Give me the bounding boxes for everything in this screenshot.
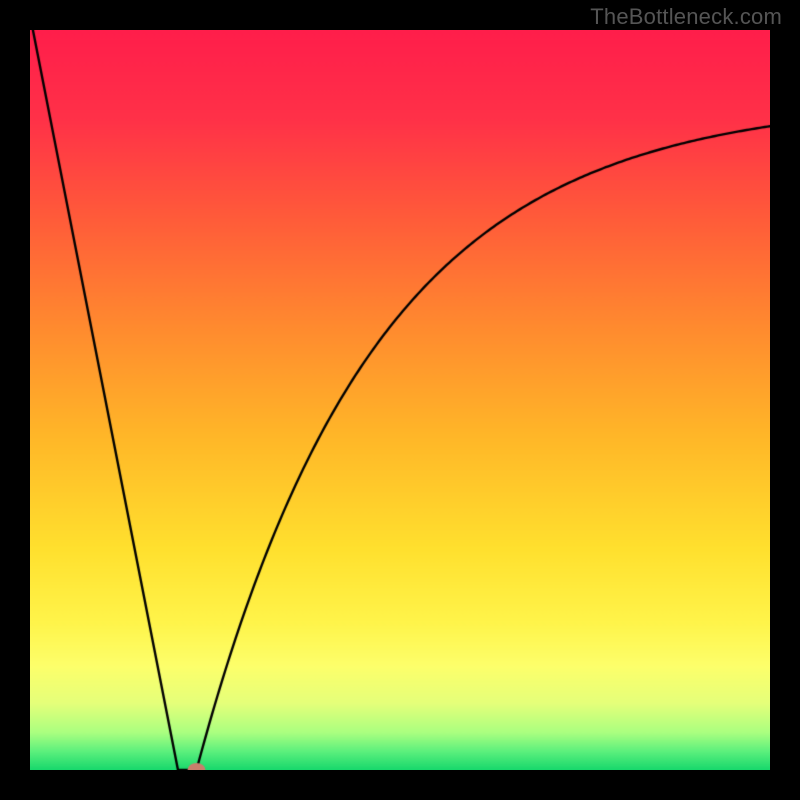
chart-frame: TheBottleneck.com	[0, 0, 800, 800]
chart-line-layer	[30, 30, 770, 770]
chart-plot-area	[30, 30, 770, 770]
watermark-text: TheBottleneck.com	[590, 4, 782, 30]
